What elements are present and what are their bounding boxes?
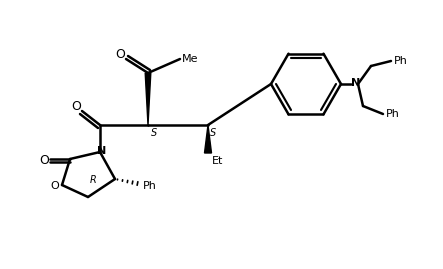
Text: O: O — [71, 100, 81, 112]
Text: O: O — [51, 181, 59, 191]
Text: Me: Me — [182, 54, 198, 64]
Text: Ph: Ph — [143, 181, 157, 191]
Text: Et: Et — [212, 156, 224, 166]
Text: S: S — [210, 128, 216, 138]
Text: N: N — [351, 78, 361, 88]
Text: Ph: Ph — [386, 109, 400, 119]
Text: O: O — [115, 48, 125, 62]
Text: O: O — [39, 154, 49, 168]
Text: R: R — [89, 175, 97, 185]
Text: N: N — [97, 146, 107, 156]
Text: S: S — [151, 128, 157, 138]
Polygon shape — [205, 125, 211, 153]
Text: Ph: Ph — [394, 56, 408, 66]
Polygon shape — [145, 73, 151, 125]
